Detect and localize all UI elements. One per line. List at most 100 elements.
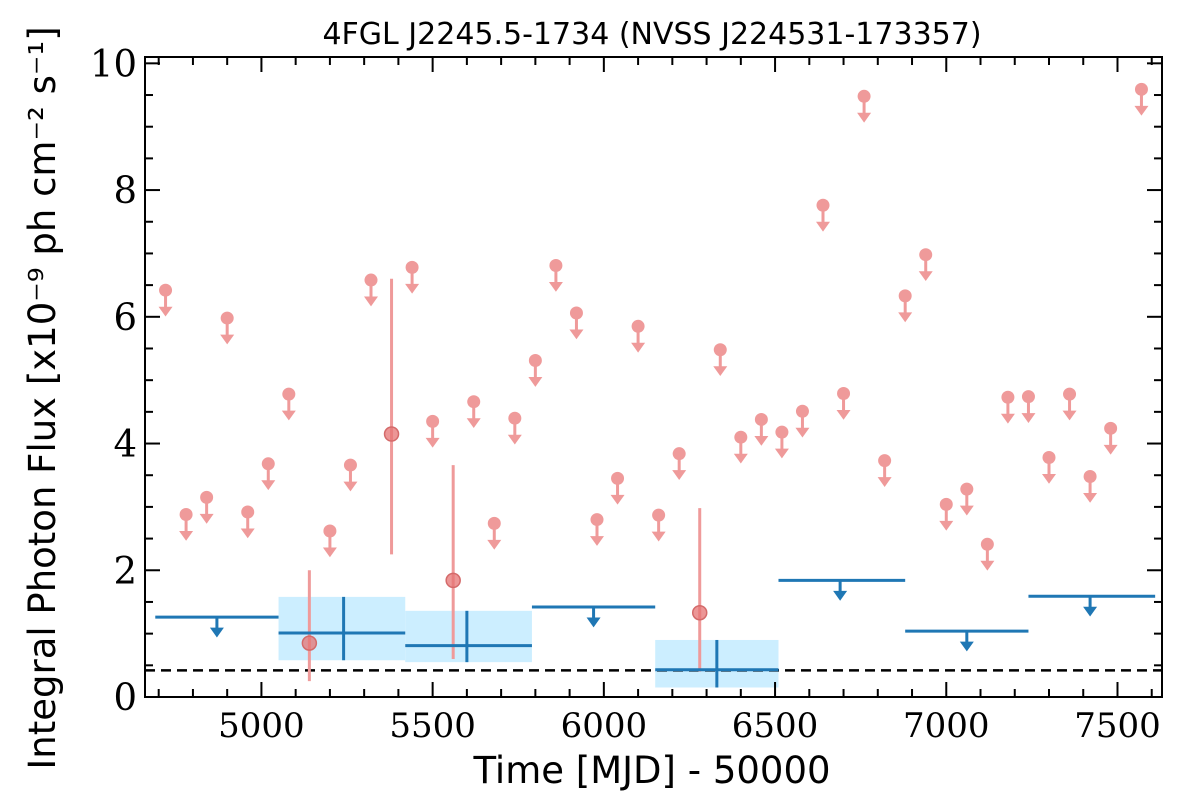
short-bin-point xyxy=(775,425,789,439)
short-bin-point xyxy=(549,258,563,272)
short-bin-arrow-head xyxy=(980,560,995,571)
short-bin-upper-limit-24 xyxy=(733,430,748,464)
short-bin-point xyxy=(241,505,255,519)
short-bin-upper-limit-32 xyxy=(898,289,913,323)
short-bin-point xyxy=(159,283,173,297)
long-bin-arrow-head xyxy=(209,627,224,638)
y-tick-label: 0 xyxy=(113,676,137,719)
short-bin-detection-3 xyxy=(691,508,708,672)
short-bin-upper-limit-33 xyxy=(918,248,933,282)
short-bin-upper-limit-30 xyxy=(857,89,872,123)
short-bin-point xyxy=(323,524,337,538)
short-bin-arrow-head xyxy=(199,513,214,524)
x-tick-label: 5500 xyxy=(389,706,476,746)
short-bin-point xyxy=(816,198,830,212)
short-bin-arrow-head xyxy=(836,409,851,420)
y-tick-label: 2 xyxy=(113,549,137,592)
short-bin-arrow-head xyxy=(651,531,666,542)
y-tick-label: 8 xyxy=(113,169,137,212)
short-bin-upper-limit-9 xyxy=(364,273,378,307)
short-bin-point xyxy=(713,343,727,357)
short-bin-upper-limit-21 xyxy=(651,508,666,542)
short-bin-arrow-head xyxy=(1021,413,1036,423)
short-bin-detection-0 xyxy=(301,570,318,682)
short-bin-upper-limit-7 xyxy=(322,524,337,558)
short-bin-arrow-head xyxy=(877,477,892,487)
short-bin-point xyxy=(467,395,481,409)
short-bin-arrow-head xyxy=(466,418,481,429)
y-tick-label: 10 xyxy=(90,42,137,85)
long-bin-upper-limit-3 xyxy=(905,629,1029,652)
short-bin-point xyxy=(652,508,666,522)
x-tick-label: 6000 xyxy=(561,706,648,746)
short-bin-upper-limit-26 xyxy=(774,425,789,459)
short-bin-detection-point xyxy=(383,426,400,442)
long-bin-uncertainty-band xyxy=(405,610,532,663)
short-bin-arrow-head xyxy=(158,306,173,317)
short-bin-point xyxy=(179,508,193,522)
x-tick-label: 5000 xyxy=(218,706,305,746)
short-bin-upper-limit-6 xyxy=(281,387,296,421)
short-bin-arrow-head xyxy=(754,435,769,446)
short-bin-arrow-head xyxy=(322,547,337,558)
short-bin-point xyxy=(1134,82,1148,96)
short-bin-arrow-head xyxy=(1042,473,1056,484)
short-bin-arrow-head xyxy=(610,494,625,505)
long-bin-upper-limit-1 xyxy=(531,605,656,628)
short-bin-point xyxy=(611,471,625,485)
short-bin-arrow-head xyxy=(487,539,502,550)
short-bin-point xyxy=(672,447,686,461)
y-axis-label: Integral Photon Flux [x10⁻⁹ ph cm⁻² s⁻¹] xyxy=(21,26,64,769)
x-axis-label: Time [MJD] - 50000 xyxy=(472,749,830,792)
long-bin-arrow-head xyxy=(959,641,974,652)
short-bin-upper-limit-36 xyxy=(980,537,995,571)
short-bin-upper-limit-34 xyxy=(939,497,954,531)
short-bin-upper-limit-1 xyxy=(179,508,194,541)
long-bin-band-0 xyxy=(278,596,406,661)
y-tick-label: 6 xyxy=(113,296,137,339)
long-bin-detection-1 xyxy=(405,610,532,663)
short-bin-point xyxy=(282,387,296,401)
short-bin-point xyxy=(426,414,440,428)
short-bin-upper-limit-43 xyxy=(1134,82,1149,116)
short-bin-upper-limit-2 xyxy=(199,490,214,524)
short-bin-upper-limit-3 xyxy=(220,311,235,345)
short-bin-upper-limit-42 xyxy=(1103,421,1118,455)
short-bin-arrow-head xyxy=(528,377,543,387)
short-bin-arrow-head xyxy=(816,221,830,232)
short-bin-point xyxy=(200,490,214,504)
short-bin-arrow-head xyxy=(240,528,255,539)
short-bin-upper-limit-11 xyxy=(425,414,440,448)
short-bin-detection-point xyxy=(301,635,318,651)
short-bin-arrow-head xyxy=(959,505,974,516)
long-bin-detection-2 xyxy=(655,639,779,688)
short-bin-point xyxy=(261,457,275,471)
short-bin-point xyxy=(220,311,234,325)
short-bin-point xyxy=(980,537,994,551)
short-bin-point xyxy=(1083,469,1097,483)
short-bin-arrow-head xyxy=(590,536,604,546)
short-bin-point xyxy=(1042,450,1056,464)
short-bin-detection-point xyxy=(445,572,461,589)
short-bin-point xyxy=(734,430,748,444)
short-bin-point xyxy=(590,513,604,527)
short-bin-point xyxy=(960,482,974,496)
short-bin-upper-limit-15 xyxy=(528,354,543,387)
short-bin-arrow-head xyxy=(220,334,235,345)
short-bin-arrow-head xyxy=(918,271,933,282)
short-bin-point xyxy=(405,260,419,274)
short-bin-upper-limit-27 xyxy=(795,404,810,438)
short-bin-upper-limit-19 xyxy=(610,471,625,505)
short-bin-point xyxy=(631,319,645,333)
short-bin-point xyxy=(878,454,892,468)
short-bin-arrow-head xyxy=(364,296,378,307)
short-bin-arrow-head xyxy=(548,281,563,292)
short-bin-upper-limit-41 xyxy=(1083,469,1098,503)
short-bin-arrow-head xyxy=(733,453,748,464)
short-bin-upper-limit-29 xyxy=(836,386,851,420)
short-bin-arrow-head xyxy=(1000,413,1015,424)
short-bin-upper-limit-13 xyxy=(487,516,502,550)
short-bin-point xyxy=(919,248,933,262)
short-bin-arrow-head xyxy=(898,312,913,323)
long-bin-arrow-head xyxy=(1083,606,1098,617)
